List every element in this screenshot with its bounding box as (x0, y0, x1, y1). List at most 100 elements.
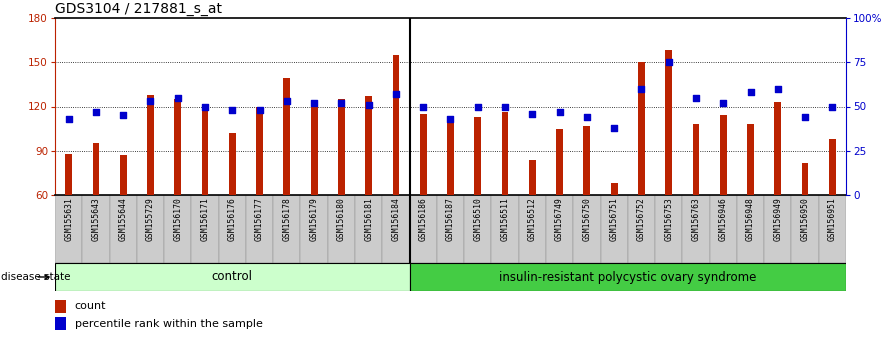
Bar (529, 160, 536, 284)
Bar (665, 51, 672, 284)
Bar (692, 124, 700, 284)
Point (634, 86, 648, 92)
Text: GSM156948: GSM156948 (746, 197, 755, 241)
Point (716, 100, 730, 106)
Bar (464, 195, 492, 263)
Bar (410, 263, 846, 291)
Bar (829, 139, 836, 284)
Text: count: count (75, 301, 107, 312)
Text: disease state: disease state (1, 272, 70, 282)
Bar (393, 55, 399, 284)
Point (116, 113, 130, 118)
Bar (191, 195, 218, 263)
Bar (229, 133, 236, 284)
Point (62, 116, 76, 122)
Text: GSM156946: GSM156946 (719, 197, 728, 241)
Bar (120, 155, 127, 284)
Bar (709, 195, 737, 263)
Bar (284, 79, 290, 284)
Bar (300, 195, 328, 263)
Text: GSM156752: GSM156752 (637, 197, 646, 241)
Point (198, 104, 212, 109)
Text: GSM156187: GSM156187 (446, 197, 455, 241)
Bar (147, 95, 154, 284)
Point (771, 86, 785, 92)
Point (689, 95, 703, 101)
Bar (273, 195, 300, 263)
Bar (174, 99, 181, 284)
Text: GSM156181: GSM156181 (364, 197, 374, 241)
Point (607, 125, 621, 131)
Bar (802, 162, 809, 284)
Bar (109, 195, 137, 263)
Point (226, 107, 240, 113)
Bar (164, 195, 191, 263)
Bar (410, 195, 437, 263)
Bar (628, 195, 655, 263)
Point (416, 104, 430, 109)
Bar (246, 195, 273, 263)
Bar (202, 107, 209, 284)
Point (144, 98, 158, 104)
Bar (55, 263, 410, 291)
Text: GSM155729: GSM155729 (146, 197, 155, 241)
Bar (355, 195, 382, 263)
Text: GSM156749: GSM156749 (555, 197, 564, 241)
Text: GSM155644: GSM155644 (119, 197, 128, 241)
Bar (764, 195, 791, 263)
Point (89, 109, 103, 115)
Bar (256, 107, 263, 284)
Text: GSM156753: GSM156753 (664, 197, 673, 241)
Bar (737, 195, 764, 263)
Text: GSM156511: GSM156511 (500, 197, 509, 241)
Bar (311, 104, 317, 284)
Text: percentile rank within the sample: percentile rank within the sample (75, 319, 263, 329)
Bar (774, 102, 781, 284)
Bar (420, 114, 426, 284)
Text: GSM155643: GSM155643 (92, 197, 100, 241)
Text: GSM156177: GSM156177 (255, 197, 264, 241)
Point (525, 111, 539, 116)
Point (280, 98, 294, 104)
Point (307, 100, 322, 106)
Bar (611, 183, 618, 284)
Bar (65, 154, 72, 284)
Text: GSM156180: GSM156180 (337, 197, 346, 241)
Text: GSM156751: GSM156751 (610, 197, 618, 241)
Text: GSM156186: GSM156186 (418, 197, 427, 241)
Bar (82, 195, 109, 263)
Bar (55, 300, 66, 313)
Bar (382, 195, 410, 263)
Point (580, 114, 594, 120)
Point (498, 104, 512, 109)
Point (470, 104, 485, 109)
Bar (474, 117, 481, 284)
Text: GSM156951: GSM156951 (828, 197, 837, 241)
Bar (492, 195, 519, 263)
Text: GSM156510: GSM156510 (473, 197, 482, 241)
Text: GSM156950: GSM156950 (801, 197, 810, 241)
Bar (447, 117, 454, 284)
Text: insulin-resistant polycystic ovary syndrome: insulin-resistant polycystic ovary syndr… (500, 270, 757, 284)
Text: GSM156949: GSM156949 (774, 197, 782, 241)
Bar (583, 126, 590, 284)
Point (335, 100, 349, 106)
Bar (638, 62, 645, 284)
Bar (574, 195, 601, 263)
Bar (218, 195, 246, 263)
Text: GSM156179: GSM156179 (309, 197, 319, 241)
Bar (501, 113, 508, 284)
Text: GSM156763: GSM156763 (692, 197, 700, 241)
Text: GDS3104 / 217881_s_at: GDS3104 / 217881_s_at (55, 1, 222, 16)
Point (798, 114, 812, 120)
Point (389, 91, 403, 97)
Bar (437, 195, 464, 263)
Text: GSM156512: GSM156512 (528, 197, 537, 241)
Bar (328, 195, 355, 263)
Bar (720, 115, 727, 284)
Bar (366, 96, 372, 284)
Bar (93, 143, 100, 284)
Point (361, 102, 375, 108)
Bar (747, 124, 754, 284)
Text: control: control (211, 270, 253, 284)
